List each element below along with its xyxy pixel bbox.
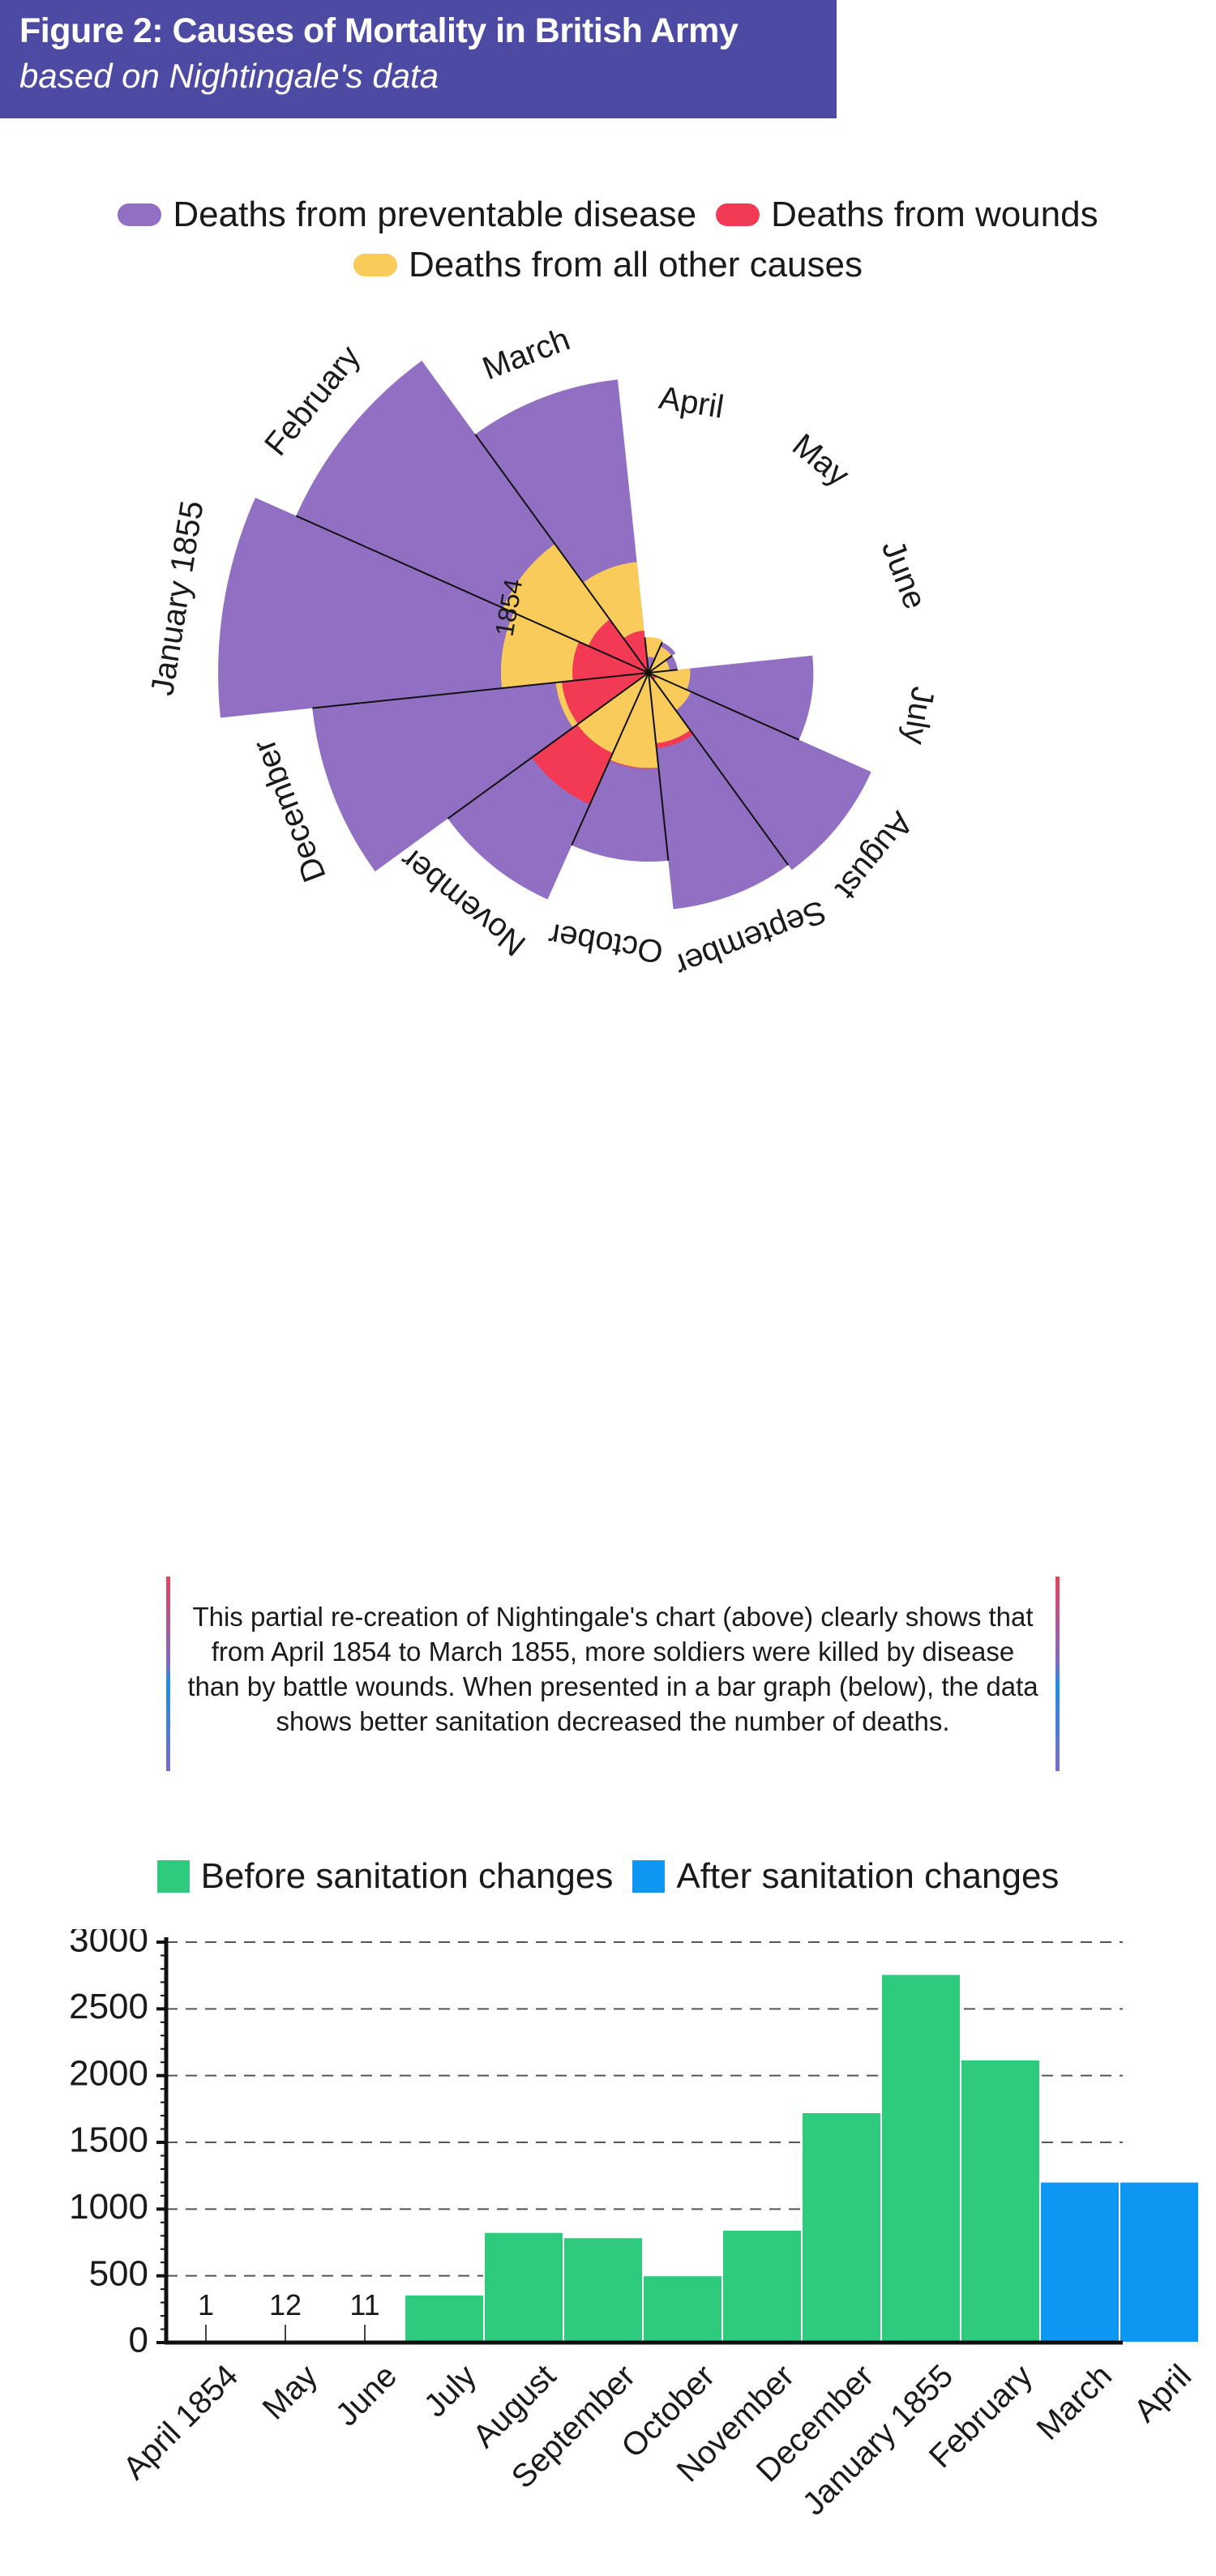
- x-tick-label: April: [1127, 2358, 1198, 2429]
- page-title: Figure 2: Causes of Mortality in British…: [19, 11, 739, 50]
- wedge-separator: [648, 672, 790, 866]
- month-label: October: [546, 916, 666, 969]
- wedge-may-other: [649, 646, 672, 673]
- data-label: 1: [198, 2288, 214, 2321]
- data-label: 11: [349, 2288, 379, 2321]
- bar: [1039, 2180, 1120, 2343]
- y-tick-label: 1500: [69, 2120, 148, 2160]
- wedge-october-other: [610, 673, 659, 768]
- month-label: March: [477, 321, 575, 387]
- bar: [1119, 2180, 1200, 2343]
- x-tick-label: June: [329, 2358, 404, 2433]
- month-label: January 1855: [144, 499, 210, 698]
- wedge-separator: [648, 672, 800, 741]
- legend-before-swatch: [156, 1860, 190, 1893]
- y-tick-label: 2500: [69, 1987, 148, 2026]
- legend-wounds-swatch: [716, 203, 760, 226]
- wedge-january-1855-wounds: [572, 641, 649, 681]
- month-label: December: [246, 734, 333, 887]
- wedge-august-disease: [649, 673, 871, 871]
- x-tick-label: March: [1030, 2358, 1119, 2447]
- month-label: July: [897, 684, 941, 747]
- bar: [960, 2058, 1041, 2343]
- wedge-separator: [295, 515, 649, 674]
- bar: [483, 2231, 564, 2344]
- legend-before: Before sanitation changes: [156, 1856, 614, 1897]
- rose-legend-row-2: Deaths from all other causes: [0, 245, 1216, 285]
- y-tick-label: 500: [89, 2253, 148, 2293]
- bar-chart: 0 500 1000 1500 2000 2500 3000 1 April 1854 12 May…: [69, 1929, 1200, 2523]
- bar: [404, 2293, 485, 2343]
- y-tick-label: 1000: [69, 2187, 148, 2227]
- legend-after-label: After sanitation changes: [676, 1856, 1060, 1896]
- rose-legend-row-1: Deaths from preventable disease Deaths f…: [0, 195, 1216, 235]
- wedge-separator: [644, 637, 649, 674]
- bar: [880, 1973, 961, 2344]
- wedge-september-other: [649, 673, 691, 743]
- wedge-november-other: [577, 673, 649, 754]
- bar: [642, 2274, 723, 2344]
- legend-wounds: Deaths from wounds: [716, 195, 1098, 235]
- legend-wounds-label: Deaths from wounds: [771, 195, 1098, 234]
- legend-disease: Deaths from preventable disease: [118, 195, 696, 235]
- bar-legend: Before sanitation changes After sanitati…: [0, 1856, 1216, 1897]
- note-box: This partial re-creation of Nightingale'…: [166, 1577, 1060, 1771]
- y-tick-label: 3000: [69, 1929, 148, 1960]
- legend-disease-swatch: [118, 203, 162, 226]
- month-label: April: [657, 380, 726, 426]
- wedge-separator: [312, 672, 649, 709]
- legend-before-label: Before sanitation changes: [200, 1856, 614, 1896]
- wedge-separator: [648, 669, 678, 674]
- header-box: Figure 2: Causes of Mortality in British…: [0, 0, 837, 118]
- wedge-december-wounds: [562, 673, 649, 725]
- legend-after-swatch: [632, 1860, 666, 1893]
- bar: [801, 2112, 882, 2343]
- page-subtitle: based on Nightingale's data: [19, 57, 439, 95]
- legend-after: After sanitation changes: [632, 1856, 1059, 1897]
- wedge-separator: [447, 672, 649, 819]
- wedge-march-wounds: [623, 630, 649, 673]
- month-label: May: [786, 427, 855, 494]
- x-tick-label: May: [256, 2358, 325, 2427]
- wedge-separator: [648, 641, 663, 674]
- wedge-separator: [648, 672, 670, 861]
- month-label: September: [670, 893, 830, 983]
- wedge-february-wounds: [588, 619, 649, 673]
- legend-other: Deaths from all other causes: [353, 245, 863, 285]
- data-label: 12: [269, 2288, 302, 2321]
- legend-other-swatch: [353, 254, 397, 276]
- y-tick-label: 2000: [69, 2053, 148, 2093]
- y-tick-label: 0: [129, 2321, 148, 2360]
- legend-other-label: Deaths from all other causes: [408, 245, 863, 285]
- legend-disease-label: Deaths from preventable disease: [173, 195, 697, 234]
- x-tick-label: July: [417, 2358, 483, 2424]
- note-right-bar: [1055, 1577, 1060, 1771]
- wedge-separator: [648, 654, 673, 674]
- note-left-bar: [166, 1577, 170, 1771]
- wedge-separator: [474, 434, 649, 674]
- bar: [563, 2236, 644, 2344]
- wedge-august-other: [649, 673, 691, 711]
- month-label: June: [875, 536, 933, 614]
- wedge-separator: [571, 672, 649, 846]
- wedge-december-disease: [312, 673, 649, 872]
- note-text: This partial re-creation of Nightingale'…: [187, 1602, 1038, 1736]
- rose-chart: AprilMayJuneJulyAugustSeptemberOctoberNo…: [144, 321, 941, 983]
- bar: [721, 2229, 803, 2343]
- wedge-july-other: [649, 668, 691, 690]
- x-tick-label: April 1854: [117, 2358, 245, 2486]
